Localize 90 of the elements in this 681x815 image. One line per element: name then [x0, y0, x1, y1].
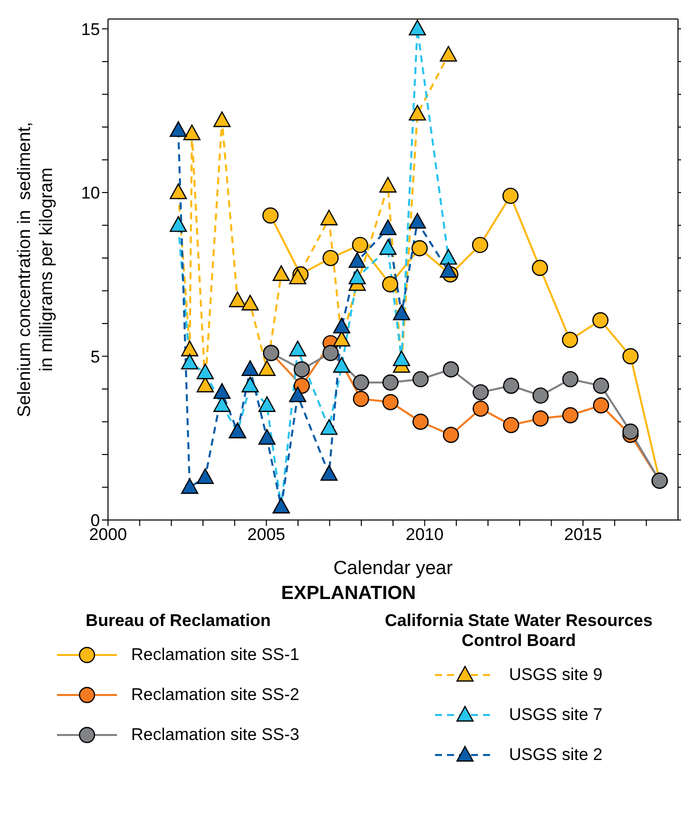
point	[322, 344, 339, 362]
point	[258, 360, 276, 376]
point	[412, 414, 429, 430]
point	[412, 371, 429, 388]
point	[440, 248, 458, 265]
point	[181, 340, 198, 356]
point	[562, 371, 578, 388]
point	[170, 121, 187, 137]
point	[472, 400, 489, 417]
point	[262, 207, 279, 224]
text: Bureau of Reclamation	[84, 611, 272, 631]
point	[183, 124, 201, 140]
point	[408, 20, 426, 36]
point	[196, 468, 214, 484]
point	[196, 364, 214, 380]
point	[472, 236, 488, 254]
point	[272, 265, 290, 282]
legend-title: EXPLANATION	[280, 583, 417, 605]
x-tick-label: 2010	[406, 525, 444, 544]
point	[181, 354, 198, 370]
point	[333, 318, 350, 334]
legend-label: Reclamation site SS-1	[131, 645, 300, 665]
point	[170, 183, 187, 200]
point	[352, 236, 368, 254]
point	[348, 268, 366, 284]
point	[242, 294, 259, 310]
point	[532, 260, 548, 276]
point	[289, 386, 306, 402]
point	[242, 360, 259, 376]
point	[392, 350, 410, 366]
point	[352, 374, 370, 391]
point	[213, 111, 231, 128]
point	[382, 276, 398, 292]
point	[408, 212, 426, 229]
point	[258, 396, 276, 412]
point	[213, 383, 231, 399]
y-tick-label: 5	[90, 347, 100, 366]
point	[242, 376, 259, 392]
point	[289, 340, 306, 356]
point	[181, 478, 198, 494]
point	[289, 268, 306, 284]
point	[622, 348, 639, 364]
point	[442, 361, 460, 378]
point	[352, 390, 370, 407]
point	[562, 407, 578, 424]
x-tick-label: 2000	[89, 525, 127, 544]
point	[348, 252, 366, 268]
point	[170, 216, 187, 232]
point	[592, 312, 609, 328]
x-tick-label: 2015	[564, 525, 602, 544]
legend-label: Reclamation site SS-3	[131, 725, 300, 745]
point	[392, 304, 410, 320]
point	[258, 429, 276, 445]
y-tick-label: 15	[81, 20, 100, 39]
point	[320, 210, 338, 226]
point	[532, 410, 549, 427]
point	[382, 394, 399, 410]
y-axis-title: Selenium concentration in sediment, in milligrams per kilogram	[14, 122, 56, 418]
point	[320, 465, 338, 481]
text: California State Water Resources Control Board	[384, 611, 654, 651]
point	[408, 104, 426, 121]
point	[472, 384, 489, 400]
point	[622, 423, 639, 440]
point	[228, 292, 246, 308]
point	[333, 357, 350, 373]
point	[320, 419, 338, 435]
legend-label: USGS site 2	[508, 745, 603, 765]
point	[294, 361, 310, 378]
point	[532, 387, 549, 404]
y-tick-label: 10	[81, 184, 100, 203]
point	[379, 239, 397, 255]
point	[379, 219, 397, 236]
point	[503, 416, 520, 434]
point	[503, 378, 520, 394]
x-tick-label: 2005	[247, 525, 286, 544]
point	[440, 262, 458, 278]
point	[442, 426, 460, 443]
point	[592, 397, 610, 414]
point	[440, 46, 458, 62]
legend-label: Reclamation site SS-2	[131, 685, 300, 705]
point	[412, 240, 428, 256]
legend-label: USGS site 7	[508, 705, 603, 725]
point	[382, 374, 399, 391]
point	[562, 332, 578, 348]
x-axis-title: Calendar year	[333, 558, 454, 579]
legend-label: USGS site 9	[508, 665, 603, 685]
point	[502, 188, 519, 204]
point	[322, 250, 339, 266]
point	[592, 378, 610, 394]
point	[379, 176, 397, 193]
